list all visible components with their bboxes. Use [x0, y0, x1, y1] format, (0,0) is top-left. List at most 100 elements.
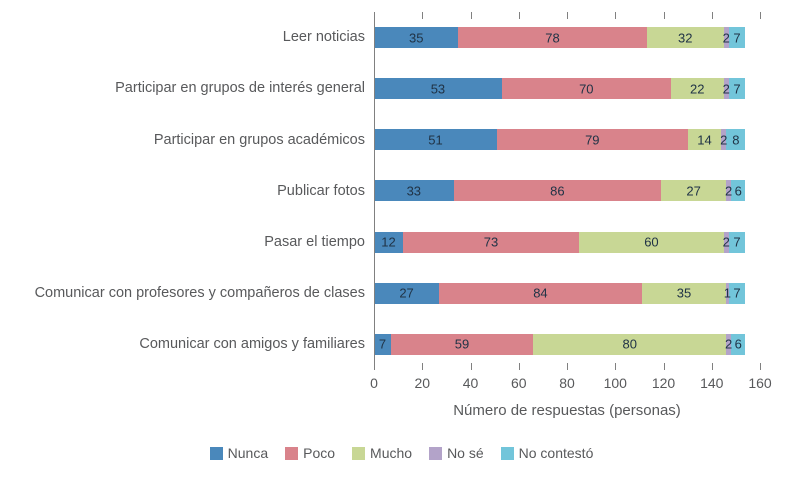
category-label: Pasar el tiempo: [264, 233, 365, 250]
category-label: Participar en grupos de interés general: [115, 80, 365, 97]
bar-value-label: 7: [733, 285, 741, 301]
legend-item: Poco: [285, 445, 335, 461]
bar-value-label: 22: [690, 81, 705, 97]
bar-segment-no-contestó: 7: [728, 27, 746, 49]
bar-value-label: 27: [686, 183, 701, 199]
bar-segment-no-contestó: 7: [728, 282, 746, 304]
x-tick-labels: 0 20 40 60 80 100 120 140 160: [370, 375, 772, 393]
bar-segment-no-contestó: 7: [728, 231, 746, 253]
bar-track: 51 79 14 2 8: [374, 129, 760, 151]
bar-value-label: 35: [408, 30, 424, 46]
category-label: Participar en grupos académicos: [153, 131, 365, 148]
bar-row: Comunicar con amigos y familiares 7 59 80 2 6: [6, 319, 797, 370]
bar-segment-nunca: 33: [374, 180, 454, 202]
bar-value-label: 84: [533, 285, 548, 301]
category-label: Comunicar con profesores y compañeros de…: [34, 284, 365, 301]
bar-value-label: 78: [545, 30, 560, 46]
legend-item: Nunca: [209, 445, 269, 461]
bar-track: 12 73 60 2 7: [374, 231, 760, 253]
legend-swatch: [500, 446, 514, 460]
bar-segment-mucho: 80: [533, 333, 727, 355]
bar-segment-no-sé: 2: [723, 231, 730, 253]
legend-label: Nunca: [227, 445, 269, 461]
bar-value-label: 86: [550, 183, 565, 199]
bar-segment-no-sé: 1: [723, 282, 732, 304]
x-tick-label: 120: [651, 375, 676, 391]
bar-segment-poco: 78: [458, 27, 647, 49]
x-tick-label: 160: [748, 375, 772, 391]
bar-value-label: 51: [428, 132, 443, 148]
x-tick-label: 40: [462, 375, 479, 391]
bar-value-label: 2: [722, 30, 730, 46]
bar-segment-no-sé: 2: [724, 333, 733, 355]
bar-segment-mucho: 14: [687, 129, 722, 151]
legend-label: Mucho: [370, 445, 413, 461]
bar-value-label: 14: [697, 132, 712, 148]
bar-row: Comunicar con profesores y compañeros de…: [6, 268, 797, 319]
bar-value-label: 6: [734, 183, 742, 199]
bar-value-label: 8: [732, 132, 740, 148]
legend-item: Mucho: [352, 445, 412, 461]
legend: Nunca Poco Mucho No sé No contestó: [6, 445, 797, 461]
bar-segment-mucho: 27: [661, 180, 727, 202]
bar-value-label: 12: [381, 234, 396, 250]
x-axis-title: Número de respuestas (personas): [453, 402, 681, 419]
bar-segment-no-contestó: 6: [731, 180, 746, 202]
bar-segment-poco: 86: [453, 180, 662, 202]
legend-label: Poco: [303, 445, 336, 461]
bar-value-label: 1: [723, 285, 732, 301]
bar-segment-poco: 73: [402, 231, 580, 253]
bar-value-label: 2: [724, 183, 733, 199]
bar-value-label: 7: [733, 234, 741, 250]
x-tick-label: 20: [414, 375, 431, 391]
bar-value-label: 2: [722, 81, 730, 97]
bar-row: Pasar el tiempo 12 73 60 2 7: [6, 217, 797, 268]
bar-segment-no-sé: 2: [724, 180, 733, 202]
category-label: Publicar fotos: [277, 182, 365, 199]
bar-segment-no-sé: 2: [722, 27, 730, 49]
legend-item: No contestó: [500, 445, 594, 461]
legend-item: No sé: [429, 445, 484, 461]
chart-area: Leer noticias 35 78 32 2 7 Participar en grupo…: [6, 12, 797, 370]
bar-segment-nunca: 53: [374, 78, 502, 100]
bar-segment-poco: 84: [439, 282, 642, 304]
x-tick-label: 80: [559, 375, 575, 391]
category-label: Comunicar con amigos y familiares: [139, 336, 365, 353]
legend-swatch: [285, 446, 299, 460]
bar-value-label: 7: [733, 81, 741, 97]
bar-value-label: 7: [378, 336, 387, 352]
bar-segment-poco: 70: [501, 78, 671, 100]
bar-track: 7 59 80 2 6: [374, 333, 760, 355]
bar-value-label: 6: [734, 336, 742, 352]
bar-track: 35 78 32 2 7: [374, 27, 760, 49]
legend-label: No sé: [447, 445, 484, 461]
bar-value-label: 35: [676, 285, 692, 301]
bar-value-label: 32: [677, 30, 693, 46]
bar-segment-no-contestó: 8: [726, 129, 746, 151]
bar-segment-no-sé: 2: [722, 78, 730, 100]
bar-value-label: 60: [644, 234, 659, 250]
x-tick-label: 140: [700, 375, 724, 391]
bar-value-label: 59: [454, 336, 470, 352]
legend-swatch: [209, 446, 223, 460]
bar-segment-mucho: 32: [646, 27, 724, 49]
bar-value-label: 73: [483, 234, 499, 250]
bar-track: 33 86 27 2 6: [374, 180, 760, 202]
bar-value-label: 2: [724, 336, 733, 352]
legend-swatch: [429, 446, 443, 460]
bar-segment-no-contestó: 6: [731, 333, 746, 355]
bar-value-label: 70: [579, 81, 594, 97]
bar-segment-poco: 79: [497, 129, 688, 151]
bar-row: Participar en grupos académicos 51 79 14 2 8: [6, 114, 797, 165]
bar-value-label: 33: [406, 183, 422, 199]
x-tick-label: 0: [370, 375, 378, 391]
bar-segment-nunca: 51: [374, 129, 498, 151]
x-tick-label: 60: [510, 375, 527, 391]
bar-row: Leer noticias 35 78 32 2 7: [6, 12, 797, 63]
x-tick-label: 100: [603, 375, 627, 391]
bar-value-label: 2: [720, 132, 728, 148]
bar-value-label: 27: [399, 285, 414, 301]
bar-segment-no-sé: 2: [720, 129, 728, 151]
legend-label: No contestó: [518, 445, 594, 461]
